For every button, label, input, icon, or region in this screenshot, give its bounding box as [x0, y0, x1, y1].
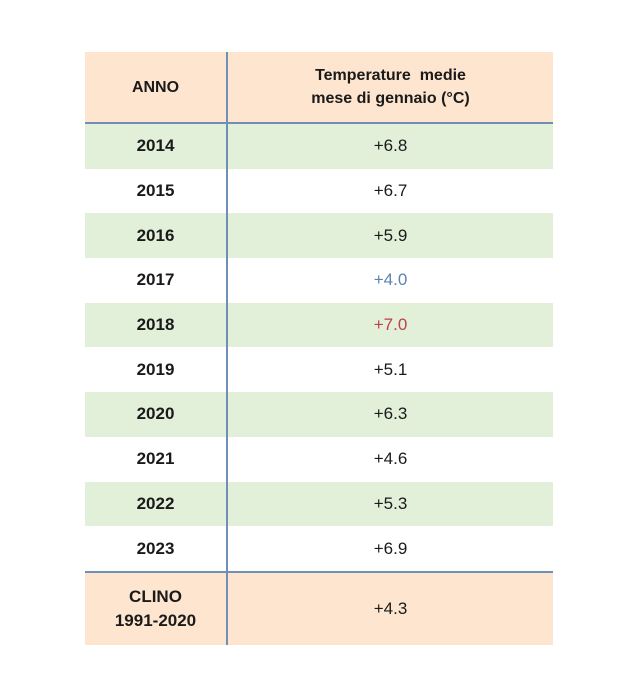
footer-label-line2: 1991-2020 [114, 610, 197, 630]
row-value: +6.9 [373, 538, 408, 558]
row-year: 2021 [85, 436, 228, 482]
header-year: ANNO [85, 52, 228, 122]
row-year: 2016 [85, 213, 228, 259]
table-row: 2015 +6.7 [85, 168, 553, 214]
row-year: 2018 [85, 302, 228, 348]
row-year: 2022 [85, 481, 228, 527]
table-header-row: ANNO Temperature medie mese di gennaio (… [85, 52, 553, 124]
row-value: +6.3 [373, 404, 408, 424]
footer-label: CLINO 1991-2020 [85, 572, 228, 645]
row-year: 2023 [85, 526, 228, 571]
row-value: +4.6 [373, 449, 408, 469]
row-year: 2017 [85, 258, 228, 303]
table-row: 2019 +5.1 [85, 347, 553, 393]
footer-label-line1: CLINO [129, 586, 182, 606]
table-row: 2017 +4.0 [85, 258, 553, 303]
row-value: +6.8 [373, 136, 408, 156]
row-value: +5.1 [373, 359, 408, 379]
table-footer-row: CLINO 1991-2020 +4.3 [85, 570, 553, 645]
table-row: 2014 +6.8 [85, 124, 553, 169]
table-row: 2018 +7.0 [85, 302, 553, 348]
table-row: 2021 +4.6 [85, 436, 553, 482]
row-year: 2019 [85, 347, 228, 393]
header-value: Temperature medie mese di gennaio (°C) [228, 52, 553, 122]
row-value-warm: +7.0 [373, 315, 408, 335]
row-year: 2020 [85, 392, 228, 437]
row-value: +5.3 [373, 493, 408, 513]
row-value: +6.7 [373, 181, 408, 201]
temperature-table: ANNO Temperature medie mese di gennaio (… [85, 52, 553, 645]
table-row: 2020 +6.3 [85, 392, 553, 437]
table-row: 2022 +5.3 [85, 481, 553, 527]
header-value-line1: Temperature medie [315, 67, 466, 84]
footer-value: +4.3 [373, 598, 408, 618]
table-row: 2016 +5.9 [85, 213, 553, 259]
row-value: +5.9 [373, 225, 408, 245]
row-year: 2015 [85, 168, 228, 214]
row-value-cold: +4.0 [373, 270, 408, 290]
header-value-line2: mese di gennaio (°C) [311, 90, 470, 107]
table-row: 2023 +6.9 [85, 526, 553, 571]
row-year: 2014 [85, 124, 228, 169]
